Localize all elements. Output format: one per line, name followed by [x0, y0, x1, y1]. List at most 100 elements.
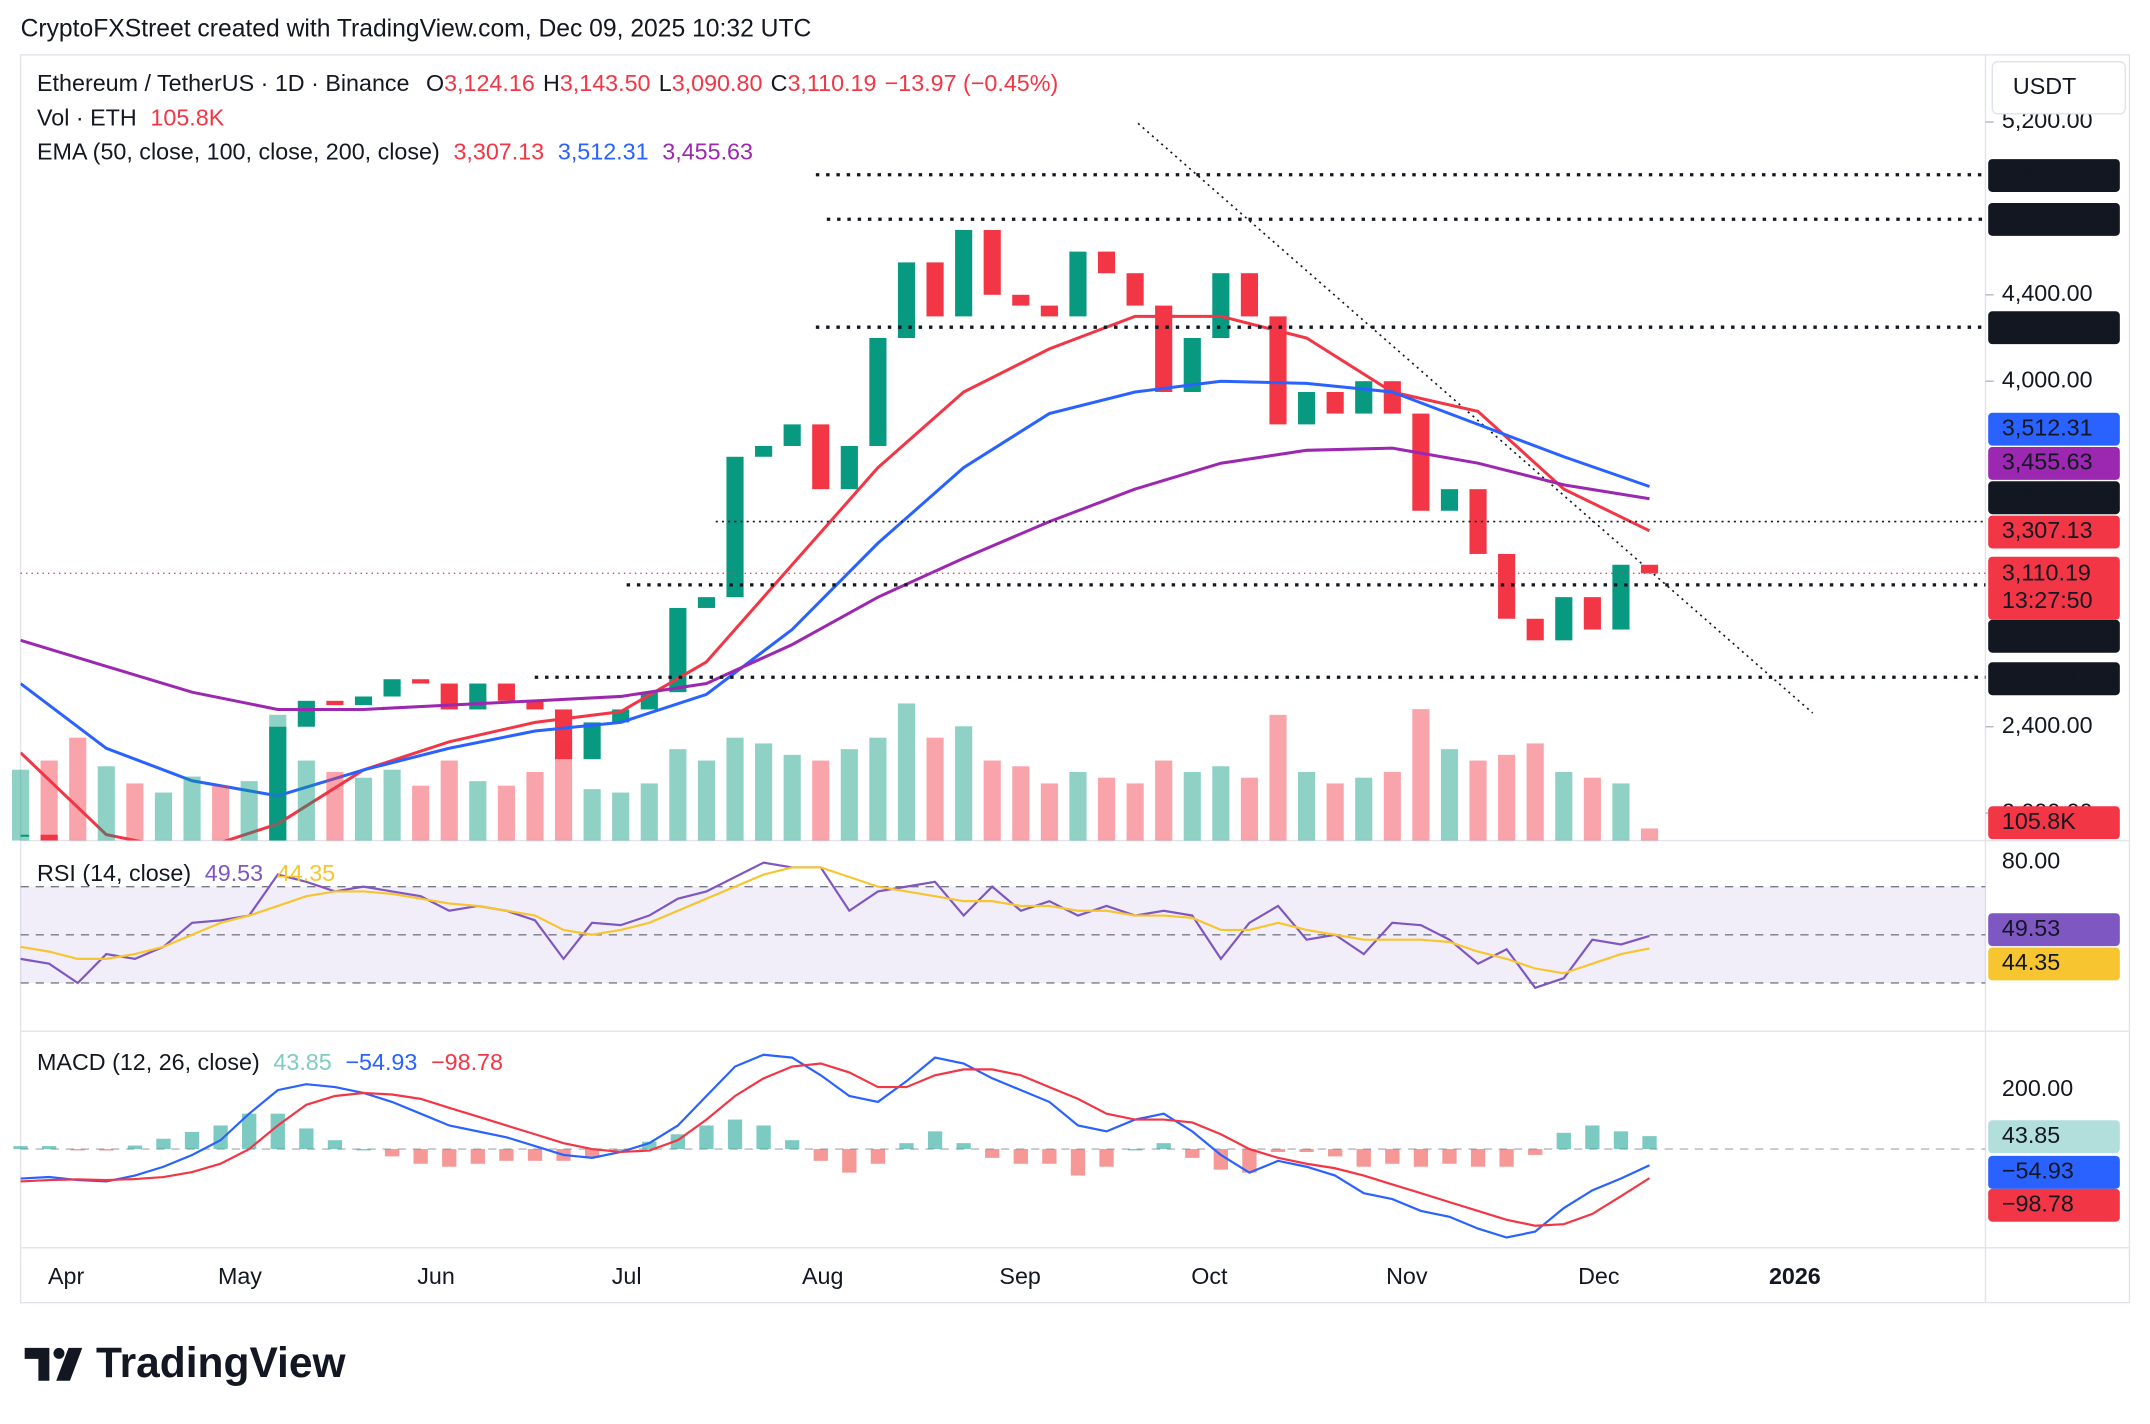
candle	[440, 683, 458, 710]
candle	[1155, 305, 1173, 392]
ema-label: 3,307.13	[2002, 517, 2093, 543]
histogram-bar	[1413, 1149, 1429, 1167]
price-legend: Ethereum / TetherUS · 1D · Binance O3,124…	[37, 70, 1058, 96]
candle	[1498, 553, 1516, 619]
ohlc-value: 3,124.16	[444, 70, 535, 96]
x-tick-label: Oct	[1191, 1263, 1228, 1289]
volume-bar	[726, 737, 744, 841]
level-label: 4,750.00	[2002, 205, 2093, 231]
rsi-line	[20, 866, 1650, 975]
macd-label-box	[1988, 1188, 2120, 1222]
rsi-title: RSI (14, close)	[37, 860, 191, 886]
histogram-bar	[1499, 1149, 1514, 1167]
candle	[926, 262, 944, 317]
histogram-bar	[613, 1149, 628, 1151]
rsi-value: 49.53	[205, 860, 263, 886]
histogram-bar	[1042, 1149, 1057, 1164]
volume-bar	[1469, 760, 1487, 841]
last-price-label: 3,110.19	[2002, 560, 2091, 586]
x-tick-label: Apr	[48, 1263, 84, 1289]
histogram-bar	[13, 1146, 28, 1150]
candle	[1555, 597, 1573, 641]
currency[interactable]: USDT	[2013, 73, 2076, 99]
volume-bar	[1640, 828, 1659, 841]
candle	[412, 679, 430, 684]
macd-line	[20, 1053, 1650, 1239]
level-label-box	[1988, 159, 2120, 192]
candle	[869, 337, 887, 446]
volume-bar	[297, 760, 315, 841]
histogram-bar	[299, 1128, 314, 1150]
ema-value: 3,455.63	[662, 139, 753, 165]
volume-bar	[869, 737, 887, 841]
trendline	[1137, 122, 1814, 714]
level-label-box	[1988, 619, 2120, 653]
candle	[1412, 413, 1430, 511]
histogram-bar	[1442, 1149, 1457, 1164]
currency-button[interactable]	[1991, 61, 2127, 115]
volume-bar	[97, 766, 115, 841]
logo-mark	[53, 1347, 65, 1359]
histogram-bar	[499, 1149, 514, 1161]
candle	[326, 700, 344, 706]
histogram-bar	[1213, 1149, 1228, 1170]
histogram-bar	[785, 1140, 800, 1150]
volume-bar	[783, 754, 801, 841]
ema-line	[20, 446, 1650, 711]
volume-bar	[154, 792, 173, 841]
ema-legend: EMA (50, close, 100, close, 200, close) 3…	[37, 139, 753, 165]
macd-value: −98.78	[431, 1049, 503, 1075]
attribution: CryptoFXStreet created with TradingView.…	[21, 16, 812, 43]
volume-bar	[412, 785, 430, 841]
ema-label: 3,512.31	[2002, 414, 2093, 440]
candle	[1526, 618, 1544, 641]
logo-mark	[56, 1347, 83, 1381]
histogram-bar	[70, 1149, 85, 1151]
candle	[897, 262, 916, 338]
volume-bar	[583, 789, 601, 841]
candle	[1212, 273, 1230, 338]
countdown: 13:27:50	[2002, 587, 2093, 613]
histogram-bar	[927, 1131, 943, 1150]
rsi-value: 44.35	[277, 860, 335, 886]
histogram-bar	[1099, 1149, 1114, 1167]
histogram-bar	[985, 1149, 1000, 1158]
level-label: 4,956.00	[2002, 161, 2093, 187]
histogram-bar	[1642, 1136, 1657, 1150]
volume-bar	[383, 769, 401, 841]
ema-line	[20, 314, 1651, 841]
ema-title: EMA (50, close, 100, close, 200, close)	[37, 139, 440, 165]
candle	[955, 230, 973, 317]
candle	[1326, 391, 1344, 414]
candle	[469, 683, 487, 710]
histogram-bar	[1013, 1149, 1028, 1164]
y-tick-label: 200.00	[2002, 1075, 2073, 1101]
candle	[554, 709, 573, 760]
candle	[354, 696, 373, 706]
histogram-bar	[99, 1149, 114, 1151]
level-label-box	[1988, 202, 2120, 236]
histogram-bar	[1270, 1149, 1286, 1152]
ema-value: 3,512.31	[558, 139, 649, 165]
volume-legend: Vol · ETH 105.8K	[37, 104, 225, 130]
histogram-bar	[213, 1125, 228, 1150]
histogram-label: 43.85	[2002, 1122, 2060, 1148]
histogram-bar	[470, 1149, 485, 1164]
rsi-line	[20, 861, 1650, 990]
volume-bar	[1069, 771, 1087, 841]
volume-bar	[897, 703, 916, 841]
histogram-bar	[1127, 1149, 1143, 1151]
histogram-bar	[870, 1149, 886, 1164]
volume-bar	[983, 760, 1001, 841]
volume-bar	[354, 777, 373, 841]
macd-label: −54.93	[2002, 1158, 2074, 1184]
volume-bar	[1440, 749, 1459, 841]
volume-bar	[1298, 771, 1316, 841]
volume-bar	[955, 726, 973, 841]
volume-bar	[126, 783, 144, 841]
ema-label: 3,455.63	[2002, 449, 2093, 475]
x-tick-label: Jun	[417, 1263, 455, 1289]
x-tick-label: Dec	[1578, 1263, 1620, 1289]
